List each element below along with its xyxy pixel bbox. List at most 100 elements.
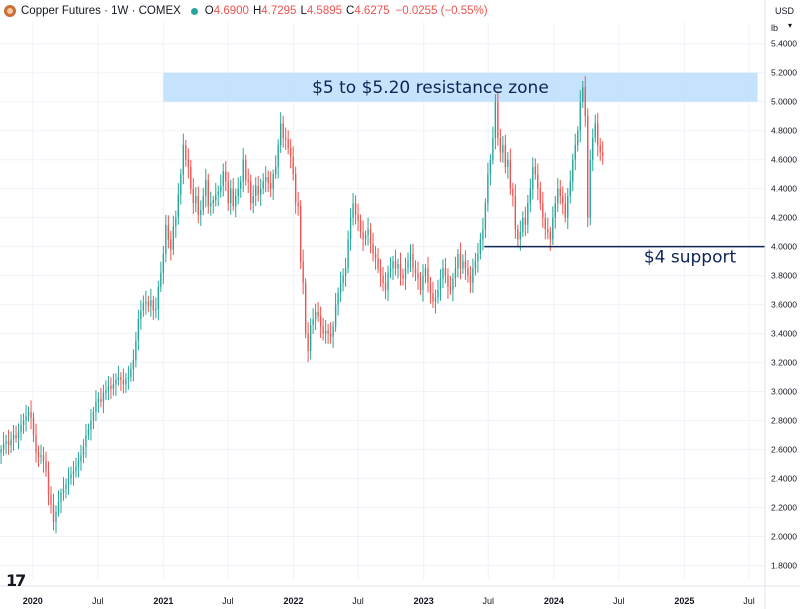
candle-body: [167, 224, 170, 240]
y-tick-label: 3.2000: [771, 358, 797, 368]
candle-body: [42, 455, 45, 462]
candle-body: [364, 235, 367, 240]
candle-body: [175, 217, 177, 227]
candle-body: [162, 253, 165, 273]
candle-body: [302, 261, 304, 283]
candle-body: [110, 385, 112, 389]
candle-body: [412, 253, 414, 269]
candle-body: [95, 401, 97, 412]
candle-body: [409, 253, 412, 262]
candle-body: [437, 290, 439, 298]
candle-body: [464, 261, 467, 269]
candle-body: [492, 137, 494, 160]
candle-body: [150, 300, 152, 307]
close-value: 4.6275: [354, 5, 390, 17]
candle-body: [185, 145, 187, 160]
candle-body: [60, 493, 62, 502]
candle-body: [319, 316, 322, 327]
candle-body: [67, 478, 70, 485]
currency-label[interactable]: USD: [774, 6, 794, 16]
unit-label[interactable]: lb: [770, 23, 778, 33]
candle-body: [222, 171, 224, 186]
candle-body: [517, 229, 519, 240]
x-tick-label: Jul: [482, 596, 494, 606]
candle-body: [80, 455, 82, 462]
candle-body: [359, 220, 362, 233]
x-tick-label: Jul: [352, 596, 364, 606]
candle-body: [542, 203, 544, 218]
candle-body: [304, 282, 307, 334]
candle-body: [339, 282, 342, 294]
change-value: −0.0255 (−0.55%): [395, 5, 488, 17]
copper-symbol-icon: [4, 5, 16, 17]
candle-body: [502, 145, 504, 153]
candle-body: [562, 195, 564, 204]
candle-body: [462, 261, 464, 269]
candle-body: [105, 390, 107, 394]
candle-body: [57, 501, 60, 512]
support-label: $4 support: [644, 248, 737, 268]
candle-body: [334, 304, 337, 327]
y-tick-label: 2.6000: [771, 445, 797, 455]
resistance-zone-label: $5 to $5.20 resistance zone: [312, 78, 549, 98]
candle-body: [15, 435, 17, 438]
candle-body: [262, 181, 264, 189]
candle-body: [157, 287, 160, 309]
candle-body: [220, 185, 222, 192]
interval-label[interactable]: 1W: [111, 5, 129, 17]
candle-body: [579, 101, 581, 131]
candle-body: [5, 440, 7, 444]
candle-body: [417, 272, 419, 279]
y-tick-label: 2.0000: [771, 532, 797, 542]
x-tick-label: Jul: [743, 596, 755, 606]
unit-dropdown-icon[interactable]: ▾: [787, 21, 792, 30]
candle-body: [434, 297, 437, 302]
candle-body: [47, 471, 50, 495]
candle-body: [125, 378, 127, 385]
candle-body: [232, 188, 234, 207]
separator-dot: ·: [128, 5, 139, 17]
candle-body: [539, 188, 542, 204]
candle-body: [322, 326, 324, 334]
candle-body: [522, 217, 524, 233]
price-axis[interactable]: 1.8000 2.0000 2.2000 2.4000 2.6000 2.8000 3.00…: [764, 0, 797, 609]
candle-body: [544, 217, 546, 230]
candle-body: [140, 310, 142, 320]
candle-body: [145, 301, 147, 304]
candle-body: [10, 439, 12, 446]
candlestick-series: [0, 76, 604, 534]
candle-body: [534, 166, 537, 175]
candle-body: [337, 293, 339, 305]
candle-body: [469, 275, 472, 283]
candle-body: [260, 188, 262, 195]
candle-body: [297, 203, 299, 207]
low-label: L: [300, 5, 307, 17]
candle-body: [552, 217, 554, 240]
candle-body: [122, 379, 125, 385]
resistance-zone-band: [163, 72, 758, 102]
candle-body: [192, 188, 194, 204]
candle-body: [449, 287, 452, 291]
candle-body: [289, 148, 292, 157]
time-axis[interactable]: 2020 Jul 2021 Jul 2022 Jul 2023 Jul 2024 Jul 2025 J…: [0, 585, 800, 606]
candle-body: [55, 511, 57, 523]
symbol-name[interactable]: Copper Futures: [21, 5, 101, 17]
candle-body: [299, 206, 302, 262]
candle-body: [187, 159, 189, 167]
candle-body: [377, 258, 379, 269]
chart-legend-header[interactable]: Copper Futures · 1W · COMEX O 4.6900 H 4.7…: [4, 3, 488, 19]
y-tick-label: 2.4000: [771, 474, 797, 484]
candle-body: [354, 203, 357, 215]
candle-body: [272, 174, 274, 189]
candle-body: [202, 195, 204, 211]
tradingview-logo-icon[interactable]: 17: [6, 571, 26, 590]
candle-body: [474, 261, 477, 269]
candle-body: [392, 261, 394, 269]
x-tick-label: Jul: [92, 596, 104, 606]
candle-body: [489, 159, 492, 175]
candle-body: [422, 275, 424, 291]
candle-body: [484, 203, 487, 230]
candle-body: [584, 87, 586, 117]
candle-body: [107, 385, 110, 391]
